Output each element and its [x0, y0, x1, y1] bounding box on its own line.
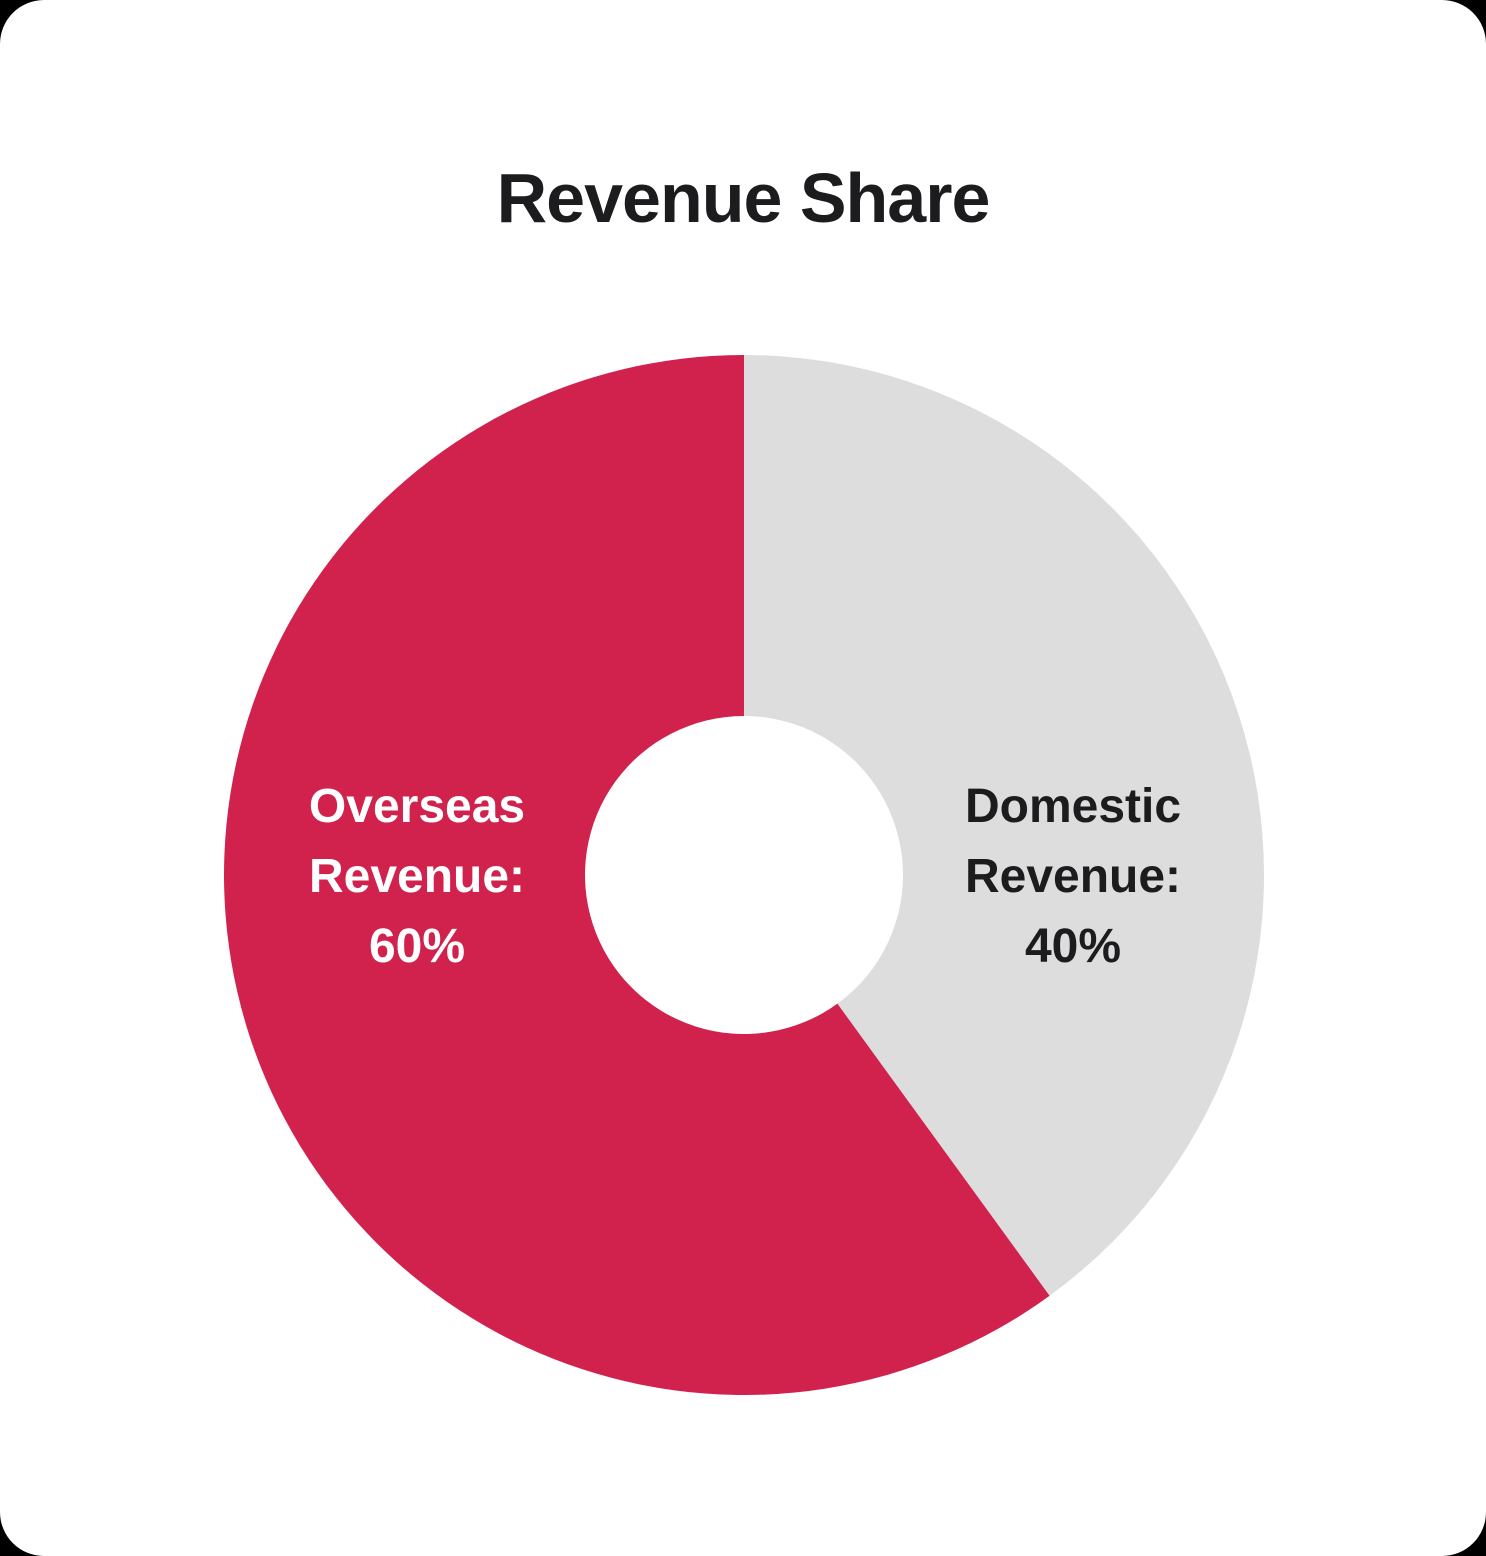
pie-slice-overseas-revenue: [224, 355, 1050, 1395]
chart-title: Revenue Share: [496, 159, 991, 237]
pie-slice-domestic-revenue: [744, 355, 1265, 1296]
